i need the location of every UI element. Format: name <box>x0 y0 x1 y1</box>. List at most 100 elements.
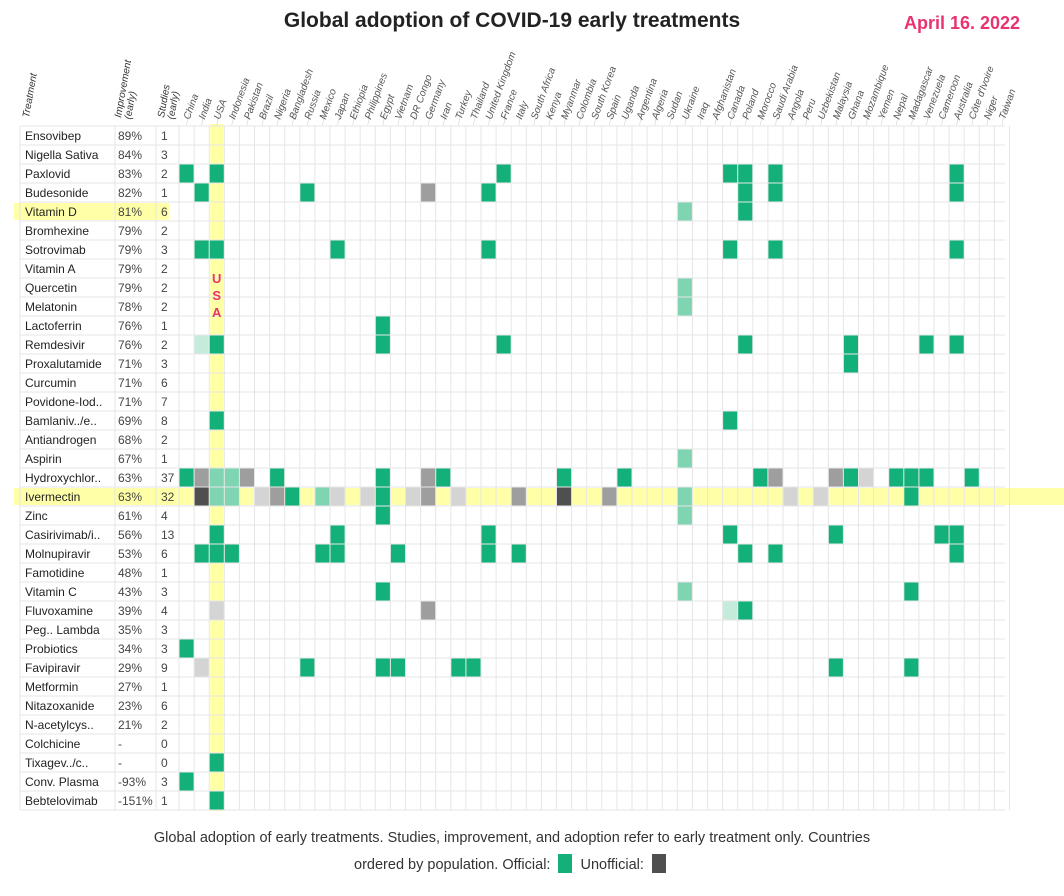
country-leader-line <box>488 105 493 126</box>
adoption-cell <box>375 658 390 677</box>
adoption-heatmap: Treatment Improvement(early) Studies(early… <box>14 50 1064 811</box>
treatment-name: Casirivimab/i.. <box>25 528 100 542</box>
adoption-cell <box>738 544 753 563</box>
country-leader-line <box>201 105 206 126</box>
country-leader-line <box>473 105 478 126</box>
treatment-improvement: - <box>118 756 122 770</box>
treatment-improvement: 79% <box>118 262 142 276</box>
treatment-improvement: 48% <box>118 566 142 580</box>
adoption-cell <box>964 468 979 487</box>
country-leader-line <box>307 105 312 126</box>
adoption-cell <box>738 335 753 354</box>
adoption-cell <box>224 487 239 506</box>
country-leader-line <box>911 105 916 126</box>
treatment-studies: 2 <box>161 300 168 314</box>
treatment-name: Metformin <box>25 680 78 694</box>
treatment-name: Conv. Plasma <box>25 775 99 789</box>
adoption-cell <box>949 183 964 202</box>
treatment-studies: 4 <box>161 509 168 523</box>
adoption-cell <box>194 183 209 202</box>
adoption-cell <box>677 449 692 468</box>
treatment-improvement: 83% <box>118 167 142 181</box>
country-leader-line <box>412 105 418 126</box>
adoption-cell <box>209 525 224 544</box>
treatment-improvement: 53% <box>118 547 142 561</box>
country-leader-line <box>669 105 675 126</box>
adoption-cell <box>285 487 300 506</box>
country-leader-line <box>186 105 191 126</box>
treatment-improvement: 76% <box>118 319 142 333</box>
adoption-cell <box>949 544 964 563</box>
adoption-cell <box>209 791 224 810</box>
adoption-cell <box>481 183 496 202</box>
treatment-name: Ensovibep <box>25 129 81 143</box>
adoption-cell <box>723 601 738 620</box>
treatment-studies: 6 <box>161 205 168 219</box>
treatment-improvement: 23% <box>118 699 142 713</box>
adoption-cell <box>421 601 436 620</box>
country-leader-line <box>744 105 750 126</box>
adoption-cell <box>723 411 738 430</box>
treatment-studies: 6 <box>161 699 168 713</box>
adoption-cell <box>677 278 692 297</box>
treatment-name: N-acetylcys.. <box>25 718 94 732</box>
treatment-name: Nitazoxanide <box>25 699 95 713</box>
treatment-name: Proxalutamide <box>25 357 102 371</box>
treatment-improvement: 29% <box>118 661 142 675</box>
treatment-name: Bamlaniv../e.. <box>25 414 97 428</box>
adoption-cell <box>390 544 405 563</box>
adoption-cell <box>904 658 919 677</box>
adoption-cell <box>602 487 617 506</box>
adoption-cell <box>496 335 511 354</box>
treatment-name: Colchicine <box>25 737 81 751</box>
adoption-cell <box>194 468 209 487</box>
adoption-cell <box>843 468 858 487</box>
treatment-name: Zinc <box>25 509 48 523</box>
adoption-cell <box>194 240 209 259</box>
adoption-cell <box>904 582 919 601</box>
usa-label-letter: S <box>212 288 221 303</box>
treatment-improvement: 78% <box>118 300 142 314</box>
country-leader-line <box>714 105 720 126</box>
treatment-name: Ivermectin <box>25 490 80 504</box>
adoption-cell <box>557 468 572 487</box>
adoption-cell <box>768 183 783 202</box>
treatment-studies: 13 <box>161 528 175 542</box>
adoption-cell <box>904 468 919 487</box>
country-label: Taiwan <box>997 87 1018 121</box>
adoption-cell <box>375 582 390 601</box>
adoption-cell <box>390 658 405 677</box>
treatment-name: Peg.. Lambda <box>25 623 100 637</box>
treatment-studies: 37 <box>161 471 175 485</box>
country-leader-line <box>926 105 931 126</box>
treatment-name: Molnupiravir <box>25 547 90 561</box>
adoption-cell <box>330 487 345 506</box>
treatment-studies: 1 <box>161 129 168 143</box>
adoption-cell <box>194 335 209 354</box>
country-leader-line <box>548 105 554 126</box>
treatment-improvement: 84% <box>118 148 142 162</box>
treatment-improvement: 79% <box>118 243 142 257</box>
treatment-studies: 9 <box>161 661 168 675</box>
treatment-improvement: 27% <box>118 680 142 694</box>
treatment-improvement: 89% <box>118 129 142 143</box>
treatment-improvement: 76% <box>118 338 142 352</box>
usa-label-letter: U <box>212 271 221 286</box>
treatment-studies: 3 <box>161 243 168 257</box>
adoption-cell <box>889 468 904 487</box>
adoption-cell <box>677 582 692 601</box>
treatment-name: Lactoferrin <box>25 319 82 333</box>
treatment-name: Vitamin C <box>25 585 77 599</box>
treatment-studies: 2 <box>161 338 168 352</box>
treatment-studies: 3 <box>161 585 168 599</box>
country-leader-line <box>895 105 901 126</box>
adoption-cell <box>255 487 270 506</box>
adoption-cell <box>209 487 224 506</box>
caption-line-2: ordered by population. Official: Unoffic… <box>0 852 1024 879</box>
adoption-cell <box>949 335 964 354</box>
adoption-cell <box>194 658 209 677</box>
country-leader-line <box>382 105 388 126</box>
adoption-cell <box>360 487 375 506</box>
treatment-studies: 1 <box>161 680 168 694</box>
treatment-improvement: 61% <box>118 509 142 523</box>
